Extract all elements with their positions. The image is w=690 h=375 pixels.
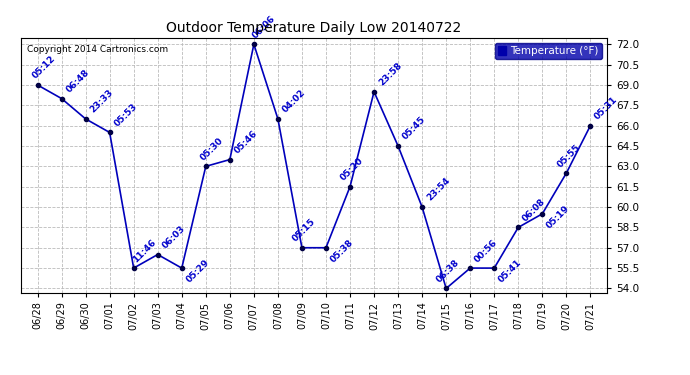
Text: 05:46: 05:46 [233, 129, 259, 155]
Text: 06:06: 06:06 [251, 13, 277, 40]
Text: 06:48: 06:48 [64, 68, 91, 94]
Text: 05:45: 05:45 [401, 115, 428, 142]
Legend: Temperature (°F): Temperature (°F) [495, 43, 602, 59]
Text: 06:08: 06:08 [521, 197, 547, 223]
Text: 23:33: 23:33 [88, 88, 115, 115]
Text: 05:41: 05:41 [497, 258, 524, 285]
Text: 05:19: 05:19 [545, 204, 572, 231]
Text: 05:55: 05:55 [555, 142, 582, 169]
Text: 05:38: 05:38 [328, 238, 355, 264]
Text: 23:58: 23:58 [377, 61, 404, 88]
Text: 05:31: 05:31 [593, 95, 620, 122]
Text: 05:20: 05:20 [339, 156, 365, 183]
Text: 05:30: 05:30 [199, 136, 225, 162]
Title: Outdoor Temperature Daily Low 20140722: Outdoor Temperature Daily Low 20140722 [166, 21, 462, 35]
Text: 00:56: 00:56 [473, 237, 500, 264]
Text: 05:12: 05:12 [30, 54, 57, 81]
Text: 06:38: 06:38 [435, 258, 462, 284]
Text: 05:53: 05:53 [112, 102, 139, 128]
Text: 05:29: 05:29 [184, 258, 211, 285]
Text: 05:15: 05:15 [290, 217, 317, 244]
Text: 23:54: 23:54 [425, 176, 451, 203]
Text: 06:03: 06:03 [161, 224, 187, 251]
Text: 04:02: 04:02 [281, 88, 307, 115]
Text: Copyright 2014 Cartronics.com: Copyright 2014 Cartronics.com [26, 45, 168, 54]
Text: 11:46: 11:46 [131, 237, 157, 264]
